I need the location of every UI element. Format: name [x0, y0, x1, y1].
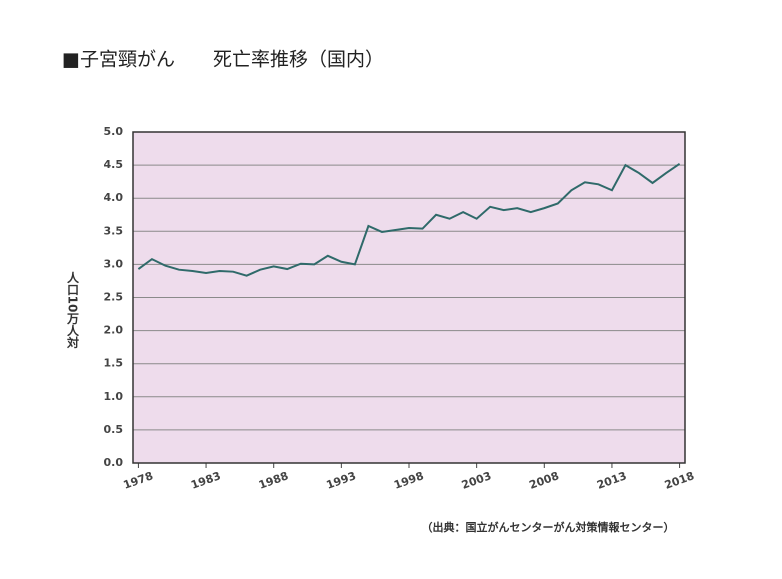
- y-tick-label: 5.0: [104, 125, 124, 138]
- y-tick-label: 3.5: [104, 224, 124, 237]
- y-tick-label: 2.0: [104, 324, 124, 337]
- x-tick-label: 1998: [392, 469, 425, 492]
- y-tick-label: 1.5: [104, 357, 124, 370]
- y-tick-label: 3.0: [104, 257, 124, 270]
- x-tick-label: 2003: [460, 469, 493, 492]
- x-tick-label: 1988: [257, 469, 290, 492]
- chart-title: ■子宮頸がん 死亡率推移（国内）: [62, 49, 384, 71]
- y-tick-label: 1.0: [104, 390, 124, 403]
- y-axis-label: 人口10万人対: [66, 270, 80, 349]
- source-note: （出典：国立がんセンターがん対策情報センター）: [422, 520, 675, 534]
- y-tick-label: 4.5: [104, 158, 124, 171]
- x-tick-label: 1983: [189, 469, 222, 492]
- x-tick-label: 2018: [663, 469, 696, 492]
- x-tick-label: 2013: [595, 469, 628, 492]
- y-tick-label: 0.0: [104, 456, 124, 469]
- data-line: [137, 162, 681, 277]
- y-tick-label: 4.0: [104, 191, 124, 204]
- y-tick-label: 0.5: [104, 423, 124, 436]
- x-tick-label: 1978: [122, 469, 155, 492]
- x-tick-label: 1993: [325, 469, 358, 492]
- plot-frame: [132, 131, 686, 464]
- x-tick-label: 2008: [528, 469, 561, 492]
- y-tick-label: 2.5: [104, 291, 124, 304]
